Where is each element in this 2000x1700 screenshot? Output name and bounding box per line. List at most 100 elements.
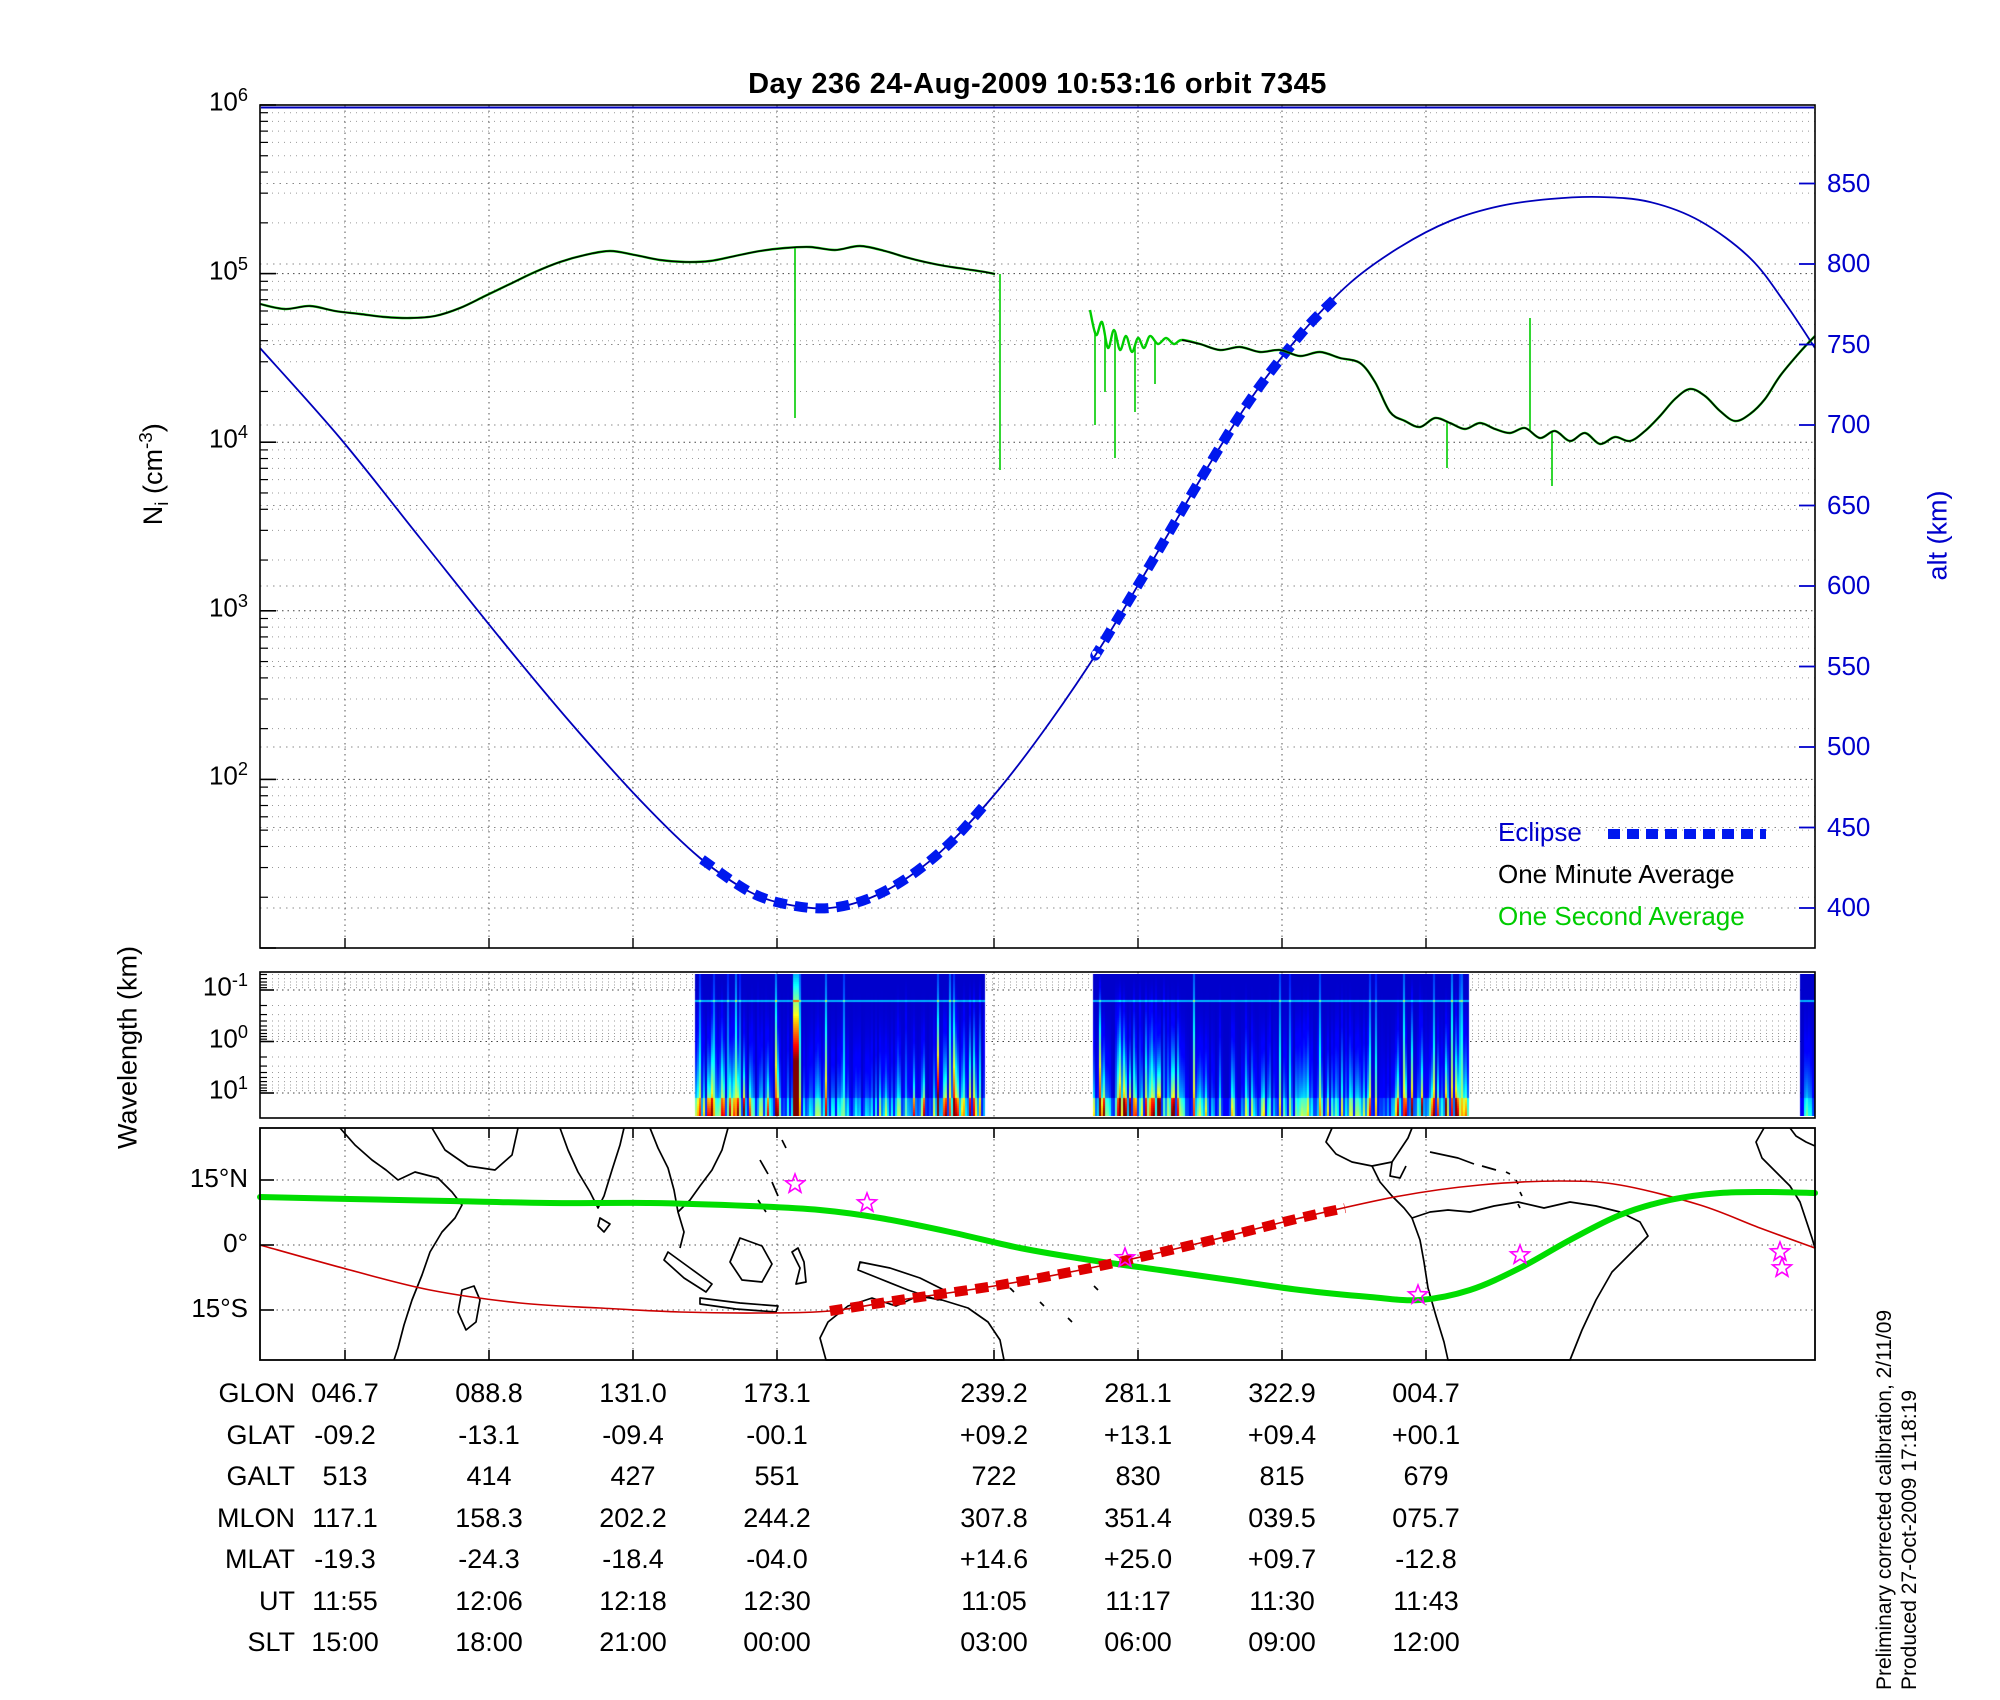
table-cell: -18.4 [602,1544,664,1574]
eclipse-dashes [699,801,989,914]
ni-tick-label: 105 [208,253,248,286]
coastline [1789,1127,1816,1147]
coastline [559,1127,625,1209]
coastline [457,1285,481,1331]
legend-eclipse-swatch [1608,829,1766,839]
alt-tick-label: 500 [1827,731,1871,761]
table-cell: 09:00 [1248,1627,1316,1657]
coastline [1755,1127,1816,1249]
map-lat-tick-label: 0° [223,1228,248,1258]
ground-eclipse-dashes [829,1203,1347,1316]
table-cell: 15:00 [311,1627,379,1657]
irregularity-star [1768,1239,1792,1262]
table-cell: 281.1 [1104,1378,1172,1408]
table-cell: 173.1 [743,1378,811,1408]
table-cell: 11:30 [1249,1586,1315,1616]
table-cell: 551 [754,1461,800,1491]
page-title: Day 236 24-Aug-2009 10:53:16 orbit 7345 [748,68,1327,100]
table-cell: 322.9 [1248,1378,1316,1408]
legend-one-second-label: One Second Average [1498,901,1745,931]
alt-tick-label: 450 [1827,811,1871,842]
table-row-label: GLON [218,1378,295,1408]
alt-tick-label: 550 [1827,650,1871,681]
ni-tick-label: 102 [208,759,248,792]
table-row-label: UT [259,1586,295,1616]
table-cell: 351.4 [1104,1503,1172,1533]
table-row-label: MLON [216,1503,295,1533]
table-cell: 12:06 [455,1586,523,1616]
coastline [649,1127,685,1249]
table-cell: 03:00 [960,1627,1028,1657]
table-cell: 046.7 [311,1378,379,1408]
coastline [791,1247,807,1285]
table-cell: -09.2 [314,1420,376,1450]
alt-tick-label: 600 [1827,570,1871,600]
table-cell: 039.5 [1248,1503,1316,1533]
table-row-label: GALT [226,1461,295,1491]
table-cell: 679 [1403,1461,1449,1491]
table-cell: 088.8 [455,1378,523,1408]
map-lat-tick-label: 15°S [191,1293,248,1323]
irregularity-star [855,1190,879,1213]
table-cell: 00:00 [743,1627,811,1657]
table-cell: 12:18 [599,1586,667,1616]
coastline [1389,1161,1407,1179]
table-cell: 12:30 [743,1586,811,1616]
map-lat-tick-label: 15°N [189,1163,248,1193]
irregularity-star [1770,1255,1794,1278]
table-cell: 11:55 [312,1586,378,1616]
coastline [339,1127,463,1361]
table-cell: -24.3 [458,1544,520,1574]
table-cell: 21:00 [599,1627,667,1657]
alt-tick-label: 800 [1827,248,1871,278]
table-cell: 427 [610,1461,656,1491]
table-cell: -19.3 [314,1544,376,1574]
table-cell: 722 [971,1461,1017,1491]
table-row-label: GLAT [226,1420,295,1450]
production-note-line1: Preliminary corrected calibration, 2/11/… [1873,1309,1896,1690]
table-cell: +09.7 [1247,1544,1317,1574]
table-cell: -09.4 [602,1420,664,1450]
table-cell: 158.3 [455,1503,523,1533]
ni-tick-label: 104 [208,422,248,454]
table-cell: 307.8 [960,1503,1028,1533]
eclipse-dashes [1090,293,1341,661]
table-cell: +14.6 [959,1544,1029,1574]
wave-spectrogram [260,974,1815,1116]
wavelength-tick-label: 100 [208,1021,248,1054]
irregularity-star [1113,1245,1137,1268]
table-cell: -13.1 [458,1420,520,1450]
altitude-curve [259,195,1816,910]
alt-tick-label: 700 [1827,409,1871,439]
coastline [597,1217,611,1233]
table-cell: 11:05 [961,1586,1027,1616]
table-cell: 004.7 [1392,1378,1460,1408]
legend-eclipse-label: Eclipse [1498,817,1582,847]
irregularity-star [1508,1242,1532,1265]
wavelength-tick-label: 101 [208,1073,248,1105]
coastline [729,1237,773,1283]
coastline [1411,1201,1649,1361]
production-note-line2: Produced 27-Oct-2009 17:18:19 [1898,1389,1921,1690]
table-row-label: SLT [247,1627,295,1657]
table-cell: -04.0 [746,1544,808,1574]
coastline [699,1297,779,1313]
coastline [431,1127,519,1171]
table-cell: -12.8 [1395,1544,1457,1574]
ni-tick-label: 106 [208,85,248,117]
table-row-label: MLAT [224,1544,295,1574]
production-note: Preliminary corrected calibration, 2/11/… [1872,1310,1922,1690]
alt-tick-label: 650 [1827,489,1871,520]
alt-tick-label: 400 [1827,892,1871,922]
table-cell: 239.2 [960,1378,1028,1408]
table-cell: 12:00 [1392,1627,1460,1657]
table-cell: +13.1 [1103,1420,1173,1450]
table-cell: -00.1 [746,1420,808,1450]
wavelength-tick-label: 10-1 [202,970,248,1002]
table-cell: +25.0 [1103,1544,1173,1574]
coastline [663,1251,713,1293]
ni-tick-label: 103 [208,590,248,623]
